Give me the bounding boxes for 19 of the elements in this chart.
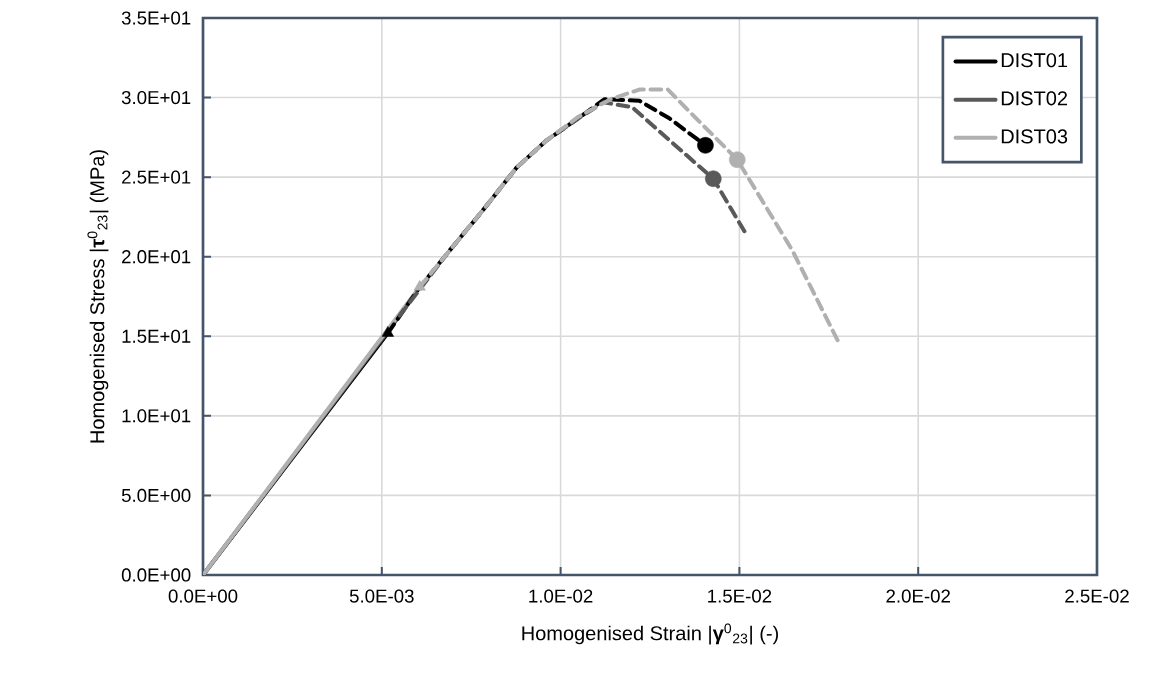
y-tick-label: 5.0E+00	[121, 488, 191, 503]
x-tick-label: 5.0E-03	[349, 589, 414, 603]
x-tick-label: 2.0E-02	[886, 589, 950, 603]
legend-label: DIST03	[1001, 129, 1068, 144]
x-tick-label: 2.5E-02	[1065, 589, 1129, 603]
y-tick-label: 2.5E+01	[122, 170, 191, 184]
y-tick-label: 3.5E+01	[121, 11, 191, 25]
x-tick-label: 1.5E-02	[708, 589, 772, 603]
y-tick-label: 1.5E+01	[122, 329, 191, 343]
y-tick-label: 1.0E+01	[122, 409, 191, 423]
y-tick-label: 3.0E+01	[121, 90, 191, 105]
legend-label: DIST01	[1001, 53, 1068, 68]
x-tick-label: 0.0E+00	[168, 589, 238, 603]
x-tick-label: 1.0E-02	[529, 589, 593, 603]
legend-label: DIST02	[1001, 91, 1068, 106]
y-axis-title: Homogenised Stress |τ$^{0}$$_{23}$| (MPa)	[87, 150, 109, 443]
y-tick-label: 2.0E+01	[122, 250, 191, 264]
y-tick-label: 0.0E+00	[121, 568, 191, 582]
x-axis-title: Homogenised Strain |γ$^{0}$$_{23}$| (-)	[522, 623, 778, 645]
